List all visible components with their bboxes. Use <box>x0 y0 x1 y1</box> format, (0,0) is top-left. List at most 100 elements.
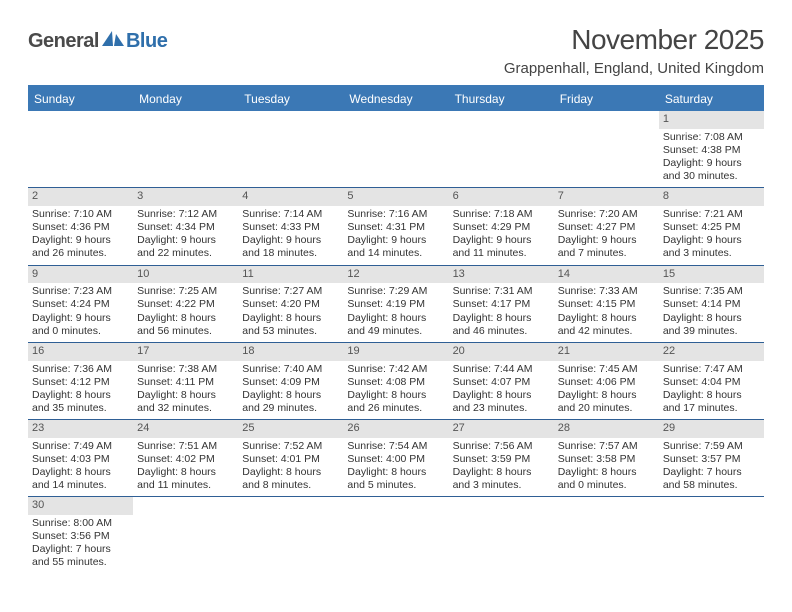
sunrise-text: Sunrise: 7:52 AM <box>242 440 339 453</box>
sunset-text: Sunset: 3:58 PM <box>558 453 655 466</box>
day-cell: 7Sunrise: 7:20 AMSunset: 4:27 PMDaylight… <box>554 188 659 264</box>
day-content: Sunrise: 7:33 AMSunset: 4:15 PMDaylight:… <box>554 283 659 342</box>
sunset-text: Sunset: 4:01 PM <box>242 453 339 466</box>
week-row: 23Sunrise: 7:49 AMSunset: 4:03 PMDayligh… <box>28 420 764 497</box>
day-cell: 13Sunrise: 7:31 AMSunset: 4:17 PMDayligh… <box>449 266 554 342</box>
day-cell: 6Sunrise: 7:18 AMSunset: 4:29 PMDaylight… <box>449 188 554 264</box>
sunrise-text: Sunrise: 7:18 AM <box>453 208 550 221</box>
sunset-text: Sunset: 4:22 PM <box>137 298 234 311</box>
day-cell: 10Sunrise: 7:25 AMSunset: 4:22 PMDayligh… <box>133 266 238 342</box>
day-cell: . <box>238 497 343 573</box>
day-cell: 3Sunrise: 7:12 AMSunset: 4:34 PMDaylight… <box>133 188 238 264</box>
sunset-text: Sunset: 4:15 PM <box>558 298 655 311</box>
day-cell: 19Sunrise: 7:42 AMSunset: 4:08 PMDayligh… <box>343 343 448 419</box>
logo: General Blue <box>28 30 167 53</box>
day-number: 12 <box>343 266 448 284</box>
day-content: Sunrise: 7:56 AMSunset: 3:59 PMDaylight:… <box>449 438 554 497</box>
day-cell: 25Sunrise: 7:52 AMSunset: 4:01 PMDayligh… <box>238 420 343 496</box>
daylight-text: Daylight: 8 hours and 29 minutes. <box>242 389 339 415</box>
day-number: 2 <box>28 188 133 206</box>
daylight-text: Daylight: 7 hours and 58 minutes. <box>663 466 760 492</box>
day-cell: 20Sunrise: 7:44 AMSunset: 4:07 PMDayligh… <box>449 343 554 419</box>
day-number: 5 <box>343 188 448 206</box>
day-cell: 27Sunrise: 7:56 AMSunset: 3:59 PMDayligh… <box>449 420 554 496</box>
sunset-text: Sunset: 4:07 PM <box>453 376 550 389</box>
daylight-text: Daylight: 8 hours and 56 minutes. <box>137 312 234 338</box>
day-content: Sunrise: 7:12 AMSunset: 4:34 PMDaylight:… <box>133 206 238 265</box>
day-cell: . <box>28 111 133 187</box>
weeks-container: ......1Sunrise: 7:08 AMSunset: 4:38 PMDa… <box>28 111 764 574</box>
week-row: 30Sunrise: 8:00 AMSunset: 3:56 PMDayligh… <box>28 497 764 573</box>
week-row: 2Sunrise: 7:10 AMSunset: 4:36 PMDaylight… <box>28 188 764 265</box>
day-number: 16 <box>28 343 133 361</box>
daylight-text: Daylight: 8 hours and 46 minutes. <box>453 312 550 338</box>
daylight-text: Daylight: 8 hours and 35 minutes. <box>32 389 129 415</box>
sunset-text: Sunset: 4:03 PM <box>32 453 129 466</box>
day-content: Sunrise: 7:57 AMSunset: 3:58 PMDaylight:… <box>554 438 659 497</box>
page-header: General Blue November 2025 Grappenhall, … <box>28 24 764 77</box>
sunset-text: Sunset: 4:17 PM <box>453 298 550 311</box>
sunset-text: Sunset: 4:33 PM <box>242 221 339 234</box>
day-cell: 28Sunrise: 7:57 AMSunset: 3:58 PMDayligh… <box>554 420 659 496</box>
daylight-text: Daylight: 8 hours and 32 minutes. <box>137 389 234 415</box>
day-number: 25 <box>238 420 343 438</box>
day-header-row: Sunday Monday Tuesday Wednesday Thursday… <box>28 87 764 111</box>
day-content: Sunrise: 7:31 AMSunset: 4:17 PMDaylight:… <box>449 283 554 342</box>
sunset-text: Sunset: 3:59 PM <box>453 453 550 466</box>
day-content: Sunrise: 7:54 AMSunset: 4:00 PMDaylight:… <box>343 438 448 497</box>
day-content: Sunrise: 7:21 AMSunset: 4:25 PMDaylight:… <box>659 206 764 265</box>
sunset-text: Sunset: 4:31 PM <box>347 221 444 234</box>
daylight-text: Daylight: 8 hours and 39 minutes. <box>663 312 760 338</box>
day-cell: 1Sunrise: 7:08 AMSunset: 4:38 PMDaylight… <box>659 111 764 187</box>
daylight-text: Daylight: 8 hours and 3 minutes. <box>453 466 550 492</box>
sunrise-text: Sunrise: 7:23 AM <box>32 285 129 298</box>
day-number: 30 <box>28 497 133 515</box>
day-content: Sunrise: 7:42 AMSunset: 4:08 PMDaylight:… <box>343 361 448 420</box>
day-number: 11 <box>238 266 343 284</box>
week-row: 16Sunrise: 7:36 AMSunset: 4:12 PMDayligh… <box>28 343 764 420</box>
day-content: Sunrise: 7:47 AMSunset: 4:04 PMDaylight:… <box>659 361 764 420</box>
day-header: Saturday <box>659 87 764 111</box>
sunrise-text: Sunrise: 7:08 AM <box>663 131 760 144</box>
day-content: Sunrise: 7:45 AMSunset: 4:06 PMDaylight:… <box>554 361 659 420</box>
sunset-text: Sunset: 4:38 PM <box>663 144 760 157</box>
day-cell: . <box>554 497 659 573</box>
sunrise-text: Sunrise: 7:44 AM <box>453 363 550 376</box>
day-number: 27 <box>449 420 554 438</box>
sunset-text: Sunset: 4:20 PM <box>242 298 339 311</box>
sunset-text: Sunset: 4:09 PM <box>242 376 339 389</box>
sunset-text: Sunset: 4:14 PM <box>663 298 760 311</box>
logo-word-1: General <box>28 30 99 53</box>
day-content: Sunrise: 7:49 AMSunset: 4:03 PMDaylight:… <box>28 438 133 497</box>
daylight-text: Daylight: 9 hours and 26 minutes. <box>32 234 129 260</box>
day-content: Sunrise: 7:38 AMSunset: 4:11 PMDaylight:… <box>133 361 238 420</box>
day-cell: 14Sunrise: 7:33 AMSunset: 4:15 PMDayligh… <box>554 266 659 342</box>
daylight-text: Daylight: 8 hours and 49 minutes. <box>347 312 444 338</box>
day-number: 22 <box>659 343 764 361</box>
day-cell: 29Sunrise: 7:59 AMSunset: 3:57 PMDayligh… <box>659 420 764 496</box>
day-number: 10 <box>133 266 238 284</box>
day-header: Wednesday <box>343 87 448 111</box>
day-number: 3 <box>133 188 238 206</box>
sunrise-text: Sunrise: 7:21 AM <box>663 208 760 221</box>
sunrise-text: Sunrise: 7:16 AM <box>347 208 444 221</box>
day-cell: 5Sunrise: 7:16 AMSunset: 4:31 PMDaylight… <box>343 188 448 264</box>
sunrise-text: Sunrise: 7:57 AM <box>558 440 655 453</box>
day-cell: 22Sunrise: 7:47 AMSunset: 4:04 PMDayligh… <box>659 343 764 419</box>
daylight-text: Daylight: 8 hours and 0 minutes. <box>558 466 655 492</box>
day-content: Sunrise: 7:16 AMSunset: 4:31 PMDaylight:… <box>343 206 448 265</box>
daylight-text: Daylight: 8 hours and 26 minutes. <box>347 389 444 415</box>
day-content: Sunrise: 7:35 AMSunset: 4:14 PMDaylight:… <box>659 283 764 342</box>
daylight-text: Daylight: 8 hours and 17 minutes. <box>663 389 760 415</box>
sunrise-text: Sunrise: 7:45 AM <box>558 363 655 376</box>
day-cell: 8Sunrise: 7:21 AMSunset: 4:25 PMDaylight… <box>659 188 764 264</box>
daylight-text: Daylight: 9 hours and 30 minutes. <box>663 157 760 183</box>
day-cell: . <box>133 497 238 573</box>
logo-word-2: Blue <box>126 30 167 53</box>
day-content: Sunrise: 7:27 AMSunset: 4:20 PMDaylight:… <box>238 283 343 342</box>
sunset-text: Sunset: 4:04 PM <box>663 376 760 389</box>
daylight-text: Daylight: 9 hours and 0 minutes. <box>32 312 129 338</box>
day-header: Sunday <box>28 87 133 111</box>
day-content: Sunrise: 7:10 AMSunset: 4:36 PMDaylight:… <box>28 206 133 265</box>
day-content: Sunrise: 7:51 AMSunset: 4:02 PMDaylight:… <box>133 438 238 497</box>
